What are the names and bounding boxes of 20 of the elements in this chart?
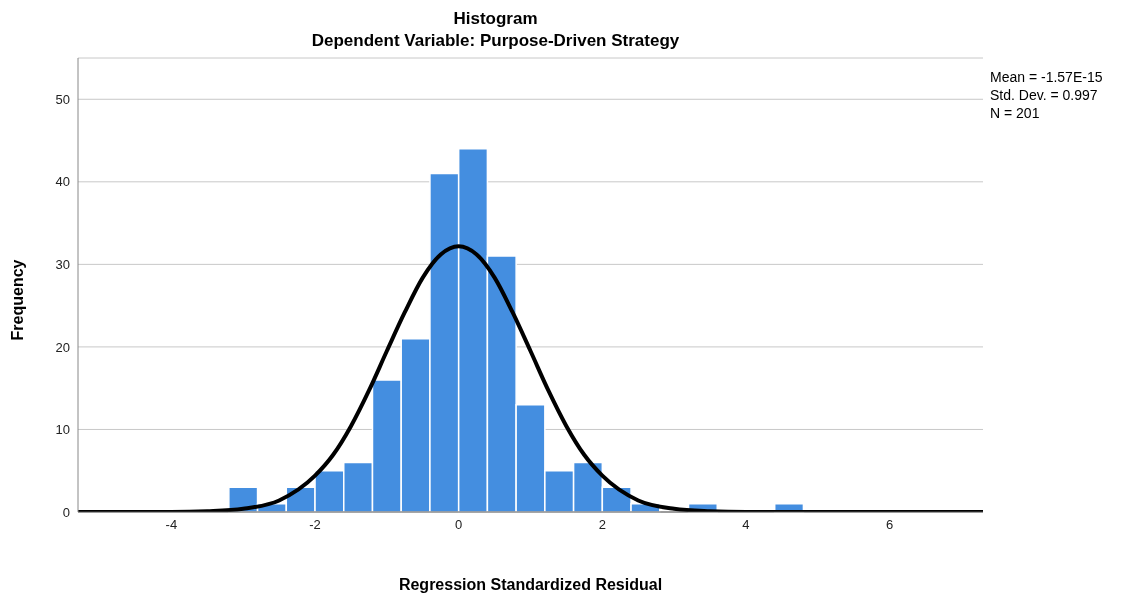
x-tick-label: 6 [886,517,894,533]
x-tick-label: 4 [742,517,750,533]
y-axis-title: Frequency [9,259,27,341]
line-series [78,244,983,512]
y-tick-label: 40 [55,174,70,190]
y-tick-label: 50 [55,91,70,107]
x-tick-label: -2 [309,517,321,533]
y-tick-label: 0 [62,504,70,520]
text: N = 201 [990,104,1041,122]
y-tick-label: 20 [55,339,70,355]
y-tick-label: 10 [55,422,70,438]
x-tick-label: 2 [598,517,606,533]
chart-title: Histogram [452,8,539,30]
text: Mean = -1.57E-15 [990,68,1103,86]
text: Std. Dev. = 0.997 [990,86,1099,104]
y-tick-label: 30 [55,256,70,272]
x-tick-label: -4 [165,517,178,533]
x-tick-label: 0 [455,517,463,533]
x-axis-title: Regression Standardized Residual [397,576,664,594]
chart-subtitle: Dependent Variable: Purpose-Driven Strategy [310,30,681,52]
